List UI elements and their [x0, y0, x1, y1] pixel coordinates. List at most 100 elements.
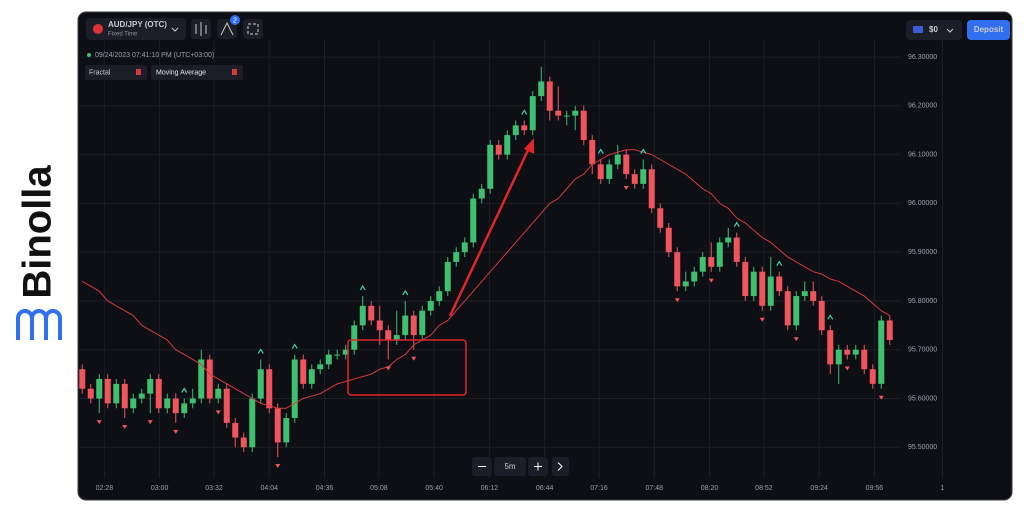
- candle-body: [512, 125, 519, 136]
- candle-body: [657, 208, 664, 228]
- candle-body: [640, 169, 647, 184]
- asset-mode: Fixed Time: [108, 32, 138, 38]
- badge-count: 2: [233, 17, 237, 24]
- candle-body: [521, 125, 528, 131]
- candle-body: [436, 291, 443, 301]
- candle-body: [767, 276, 774, 306]
- trend-arrow-head: [524, 138, 534, 154]
- candle-body: [886, 320, 893, 340]
- candle-body: [648, 169, 655, 209]
- candle-body: [478, 188, 485, 199]
- candle-body: [368, 305, 375, 321]
- candle-body: [529, 96, 536, 131]
- y-tick-label: 95.90000: [908, 249, 937, 256]
- asset-selector[interactable]: [86, 18, 186, 40]
- y-tick-label: 95.80000: [908, 298, 937, 305]
- candle-body: [104, 378, 111, 404]
- drawing-icon: [247, 23, 259, 35]
- fractal-down: [793, 337, 799, 342]
- candle-body: [351, 325, 358, 350]
- fractal-down: [674, 298, 680, 303]
- trend-arrow: [448, 147, 531, 317]
- x-tick-label: 07:48: [646, 485, 664, 492]
- candle-body: [852, 349, 859, 355]
- delete-icon[interactable]: [136, 69, 141, 75]
- candle-body: [79, 369, 86, 389]
- balance-selector[interactable]: [906, 20, 962, 40]
- candle-body: [334, 354, 341, 356]
- candle-body: [631, 174, 638, 184]
- candle-body: [113, 383, 120, 404]
- plot: 96.30000 96.20000 96.10000 96.00000 95.90000…: [78, 40, 944, 492]
- asset-name: AUD/JPY (OTC): [108, 20, 167, 29]
- timeframe-button[interactable]: [494, 457, 526, 476]
- brand: Binolla: [16, 165, 60, 299]
- candle-body: [453, 252, 460, 262]
- candles-icon: [195, 22, 207, 36]
- indicator-name: Fractal: [89, 69, 111, 76]
- live-dot: [87, 53, 91, 57]
- candle-body: [317, 364, 324, 370]
- fractal-up: [827, 314, 834, 320]
- x-tick-label: 05:40: [425, 485, 443, 492]
- candle-body: [606, 164, 613, 180]
- candle-body: [87, 388, 94, 399]
- fractal-down: [844, 366, 850, 371]
- candle-body: [750, 271, 757, 297]
- candle-body: [487, 144, 494, 189]
- brand-logo: [16, 309, 62, 340]
- candle-body: [784, 291, 791, 326]
- delete-icon[interactable]: [232, 69, 237, 75]
- timestamp: 09/24/2023 07:41:10 PM (UTC+03:00): [95, 52, 214, 59]
- candle-body: [393, 335, 400, 340]
- dropdown-icon: [171, 27, 179, 32]
- x-tick-label: 06:12: [481, 485, 499, 492]
- candle-body: [495, 144, 502, 155]
- candle-body: [827, 330, 834, 365]
- candle-body: [232, 422, 239, 438]
- candle-body: [249, 398, 256, 448]
- x-tick-label: 02:28: [96, 485, 114, 492]
- x-tick-label: 05:08: [370, 485, 388, 492]
- fractal-down: [215, 410, 221, 415]
- candle-body: [325, 354, 332, 365]
- candle-body: [844, 349, 851, 355]
- candle-body: [538, 81, 545, 97]
- drawing-button[interactable]: [243, 19, 263, 39]
- candle-body: [504, 135, 511, 155]
- balance-flag: [913, 26, 923, 33]
- candle-body: [589, 139, 596, 165]
- candle-body: [572, 110, 579, 116]
- fractal-up: [597, 148, 604, 154]
- candle-body: [215, 388, 222, 399]
- fractal-up: [776, 260, 783, 266]
- candle-body: [266, 369, 273, 409]
- candle-body: [461, 242, 468, 253]
- y-tick-label: 95.60000: [908, 395, 937, 402]
- candle-body: [563, 115, 570, 117]
- badge: [230, 15, 240, 25]
- fractal-down: [623, 186, 629, 191]
- fractal-up: [291, 343, 298, 349]
- indicator-chip[interactable]: [85, 65, 147, 80]
- candle-body: [861, 349, 868, 370]
- fractal-down: [411, 356, 417, 361]
- fractal-up: [359, 284, 366, 291]
- y-tick-label: 96.10000: [908, 151, 937, 158]
- deposit-label: Deposit: [974, 25, 1004, 34]
- indicator-chip[interactable]: [151, 65, 243, 80]
- fractal-up: [257, 348, 264, 354]
- fractal-down: [147, 420, 153, 425]
- indicators-icon: [220, 21, 234, 36]
- candle-body: [164, 398, 171, 409]
- x-tick-label: 1: [940, 485, 944, 492]
- moving-average-line: [82, 149, 890, 409]
- deposit-button[interactable]: [967, 20, 1010, 40]
- candle-body: [257, 369, 264, 399]
- fractal-up: [181, 387, 188, 393]
- candle-body: [308, 369, 315, 384]
- candle-body: [725, 237, 732, 243]
- x-tick-label: 03:32: [205, 485, 223, 492]
- next-button[interactable]: [552, 457, 569, 476]
- highlight-box: [347, 339, 467, 396]
